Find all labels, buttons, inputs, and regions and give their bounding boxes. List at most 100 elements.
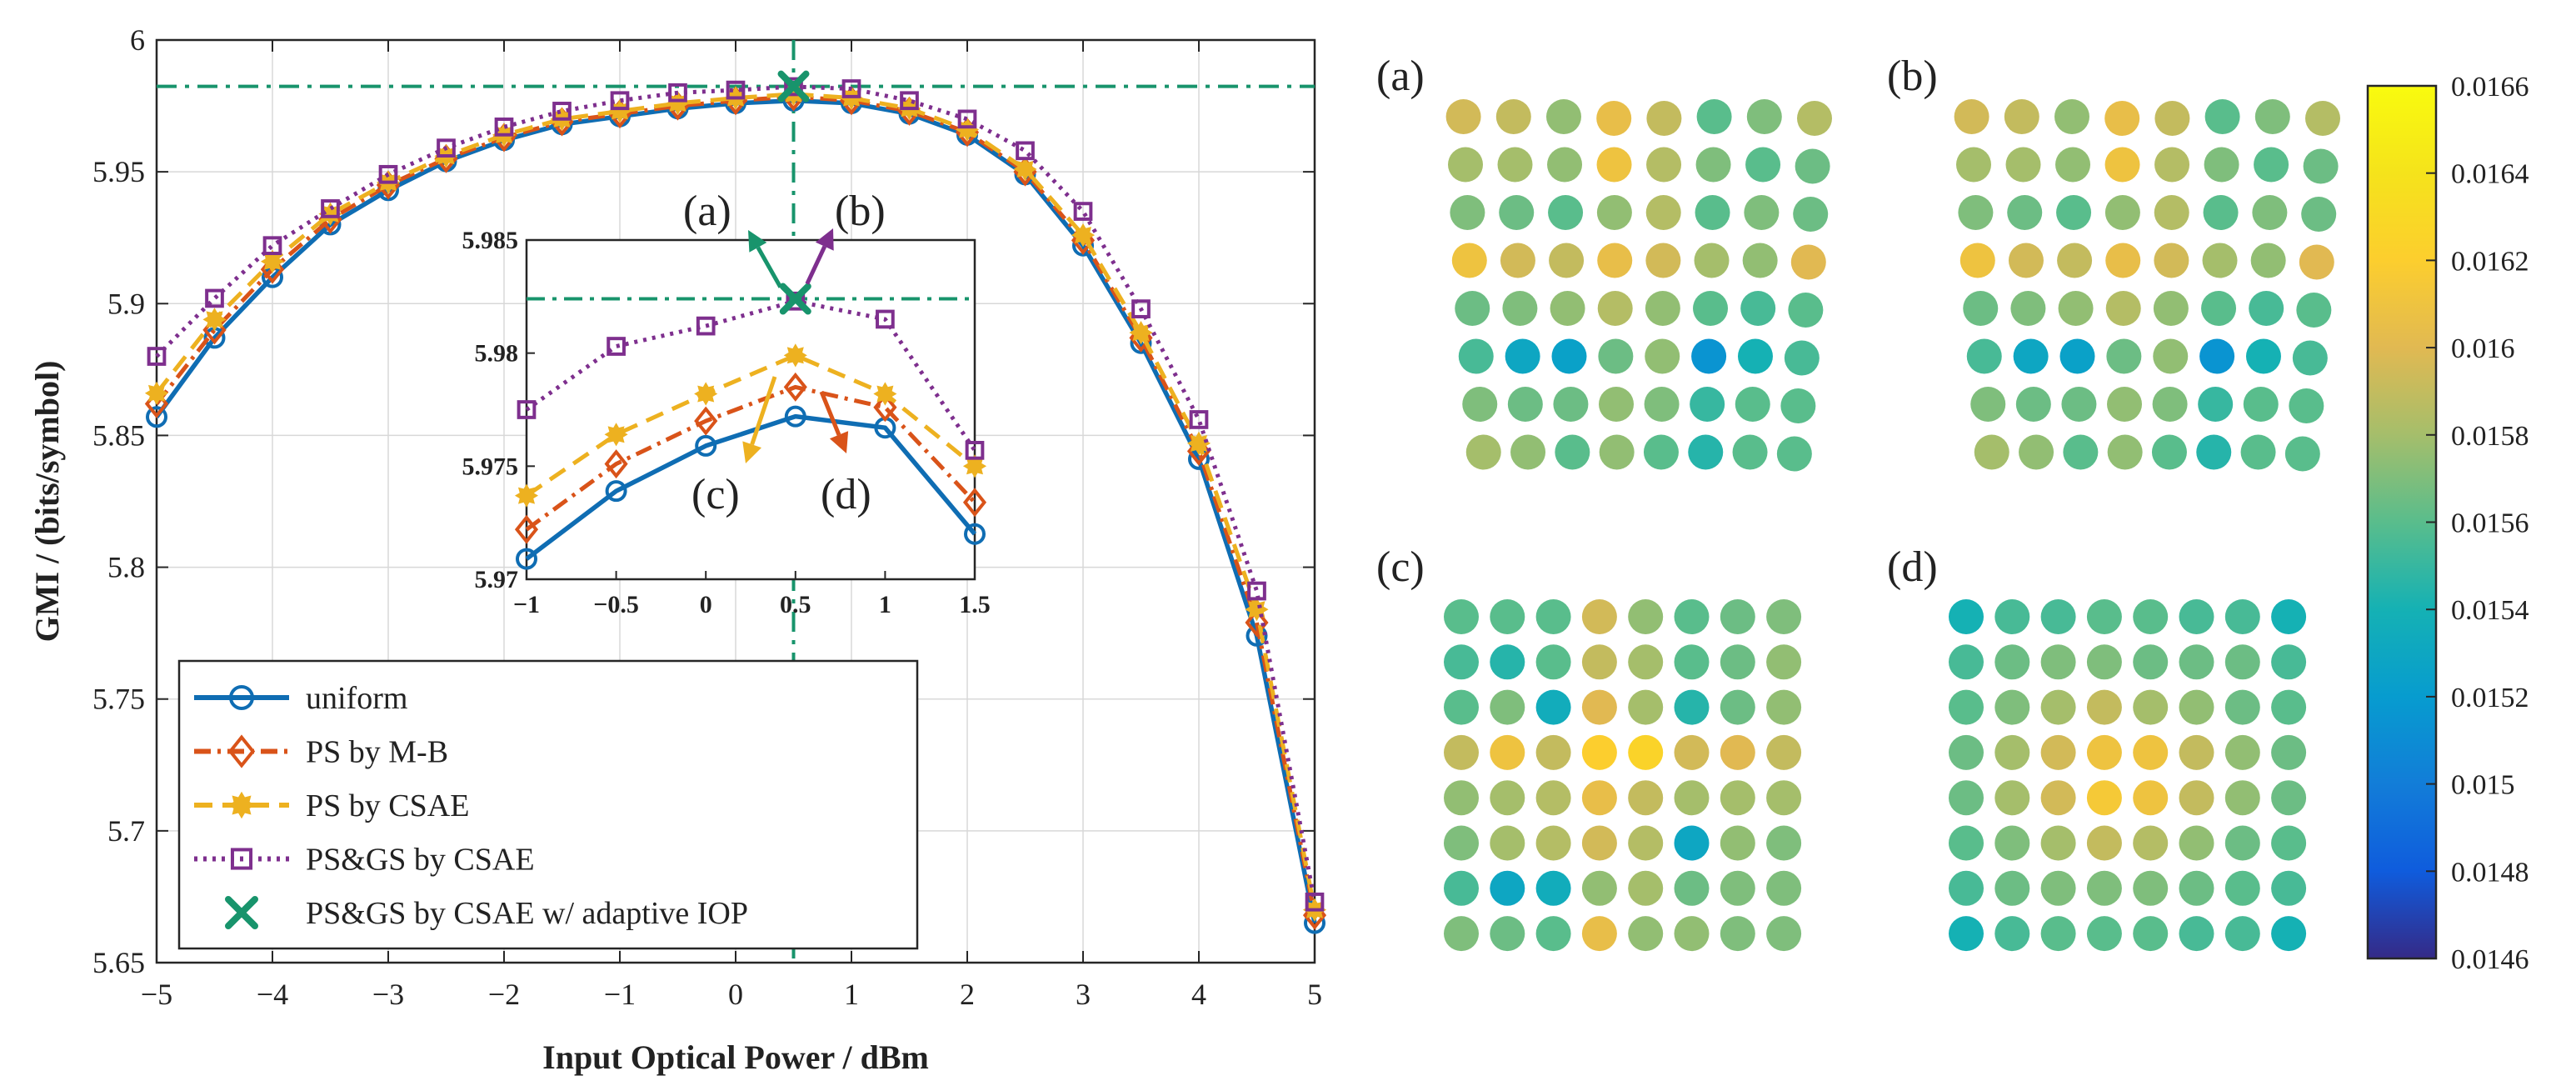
data-point: [900, 91, 919, 111]
data-point: [146, 406, 167, 428]
constellation-point: [1994, 689, 2030, 725]
constellation-point: [2040, 780, 2076, 816]
constellation-point: [1547, 147, 1583, 183]
inset-data-point: [965, 440, 985, 460]
data-point: [552, 102, 572, 121]
constellation-point: [1490, 689, 1525, 725]
data-point: [1073, 202, 1093, 221]
legend-swatch-marker: [229, 685, 254, 710]
constellation-point: [1553, 387, 1589, 422]
constellation-point: [1581, 689, 1617, 725]
constellation-point: [2058, 291, 2094, 326]
constellation-point: [1535, 870, 1571, 906]
constellation-point: [1450, 195, 1485, 230]
constellation-point: [1444, 599, 1479, 634]
y-tick-label: 6: [130, 23, 145, 57]
constellation-point: [2224, 916, 2260, 952]
constellation-point: [1490, 734, 1525, 770]
constellation-point: [2040, 689, 2076, 725]
inset-data-point: [605, 480, 627, 503]
constellation-point: [1596, 147, 1632, 183]
constellation-point: [2254, 147, 2289, 183]
constellation-point: [2154, 195, 2189, 230]
constellation-point: [1720, 916, 1755, 952]
constellation-point: [1628, 599, 1664, 634]
constellation-point: [1994, 734, 2030, 770]
constellation-point: [2154, 243, 2189, 278]
inset-series-0: [516, 405, 986, 570]
colorbar-tick-label: 0.0164: [2451, 159, 2529, 190]
constellation-point: [1780, 388, 1816, 423]
panel-d: (d): [1887, 543, 2307, 952]
inset-data-point: [695, 434, 717, 457]
constellation-point: [2204, 99, 2240, 134]
constellation-point: [1994, 916, 2030, 952]
constellation-point: [1766, 689, 1802, 725]
constellation-point: [2133, 825, 2169, 861]
y-tick-label: 5.8: [107, 551, 145, 584]
colorbar-tick-label: 0.0156: [2451, 508, 2529, 539]
legend-swatch-marker: [230, 848, 253, 870]
constellation-point: [2086, 916, 2122, 952]
constellation-point: [1949, 689, 1984, 725]
panel-label: (b): [1887, 53, 1938, 100]
constellation-point: [1546, 99, 1581, 134]
inset-annotation-b: (b): [835, 188, 886, 235]
constellation-point: [1597, 243, 1633, 278]
arrow-a: [748, 230, 782, 288]
constellation-point: [2179, 780, 2214, 816]
y-tick-label: 5.85: [92, 418, 145, 452]
legend-swatch-marker: [227, 791, 256, 819]
constellation-point: [2243, 387, 2279, 422]
arrow-d-head: [829, 431, 849, 453]
constellation-point: [1628, 644, 1664, 680]
constellation-point: [2040, 916, 2076, 952]
inset-data-point: [514, 483, 539, 508]
constellation-point: [2224, 734, 2260, 770]
constellation-point: [1645, 291, 1680, 326]
data-point: [1189, 410, 1209, 429]
legend-label: PS&GS by CSAE w/ adaptive IOP: [306, 896, 748, 931]
inset-series-2: [514, 343, 987, 508]
constellation-point: [1720, 825, 1755, 861]
constellation-point: [1766, 870, 1802, 906]
constellation-point: [2196, 434, 2232, 470]
constellation-point: [1766, 780, 1802, 816]
constellation-point: [1674, 780, 1710, 816]
constellation-point: [2010, 291, 2046, 326]
constellation-point: [1959, 243, 1995, 278]
data-point: [784, 77, 803, 97]
constellation-point: [1693, 291, 1729, 326]
constellation-point: [1690, 387, 1725, 422]
inset-y-tick-label: 5.98: [475, 340, 519, 368]
x-tick-label: 2: [960, 978, 975, 1011]
constellation-point: [2104, 101, 2140, 136]
constellation-point: [1688, 434, 1724, 470]
constellation-point: [1490, 599, 1525, 634]
constellation-point: [1994, 780, 2030, 816]
constellation-point: [1646, 147, 1682, 183]
constellation-point: [2179, 734, 2214, 770]
data-point: [726, 80, 746, 100]
constellation-point: [2059, 338, 2095, 374]
adaptive-iop-point: [777, 70, 810, 103]
constellation-point: [2104, 147, 2140, 183]
inset-data-point: [876, 309, 895, 329]
inset-data-point: [694, 382, 718, 406]
constellation-point: [2299, 244, 2334, 280]
constellation-point: [1732, 434, 1768, 470]
legend-entry: PS&GS by CSAE w/ adaptive IOP: [225, 896, 748, 931]
constellation-point: [1994, 599, 2030, 634]
data-point: [1013, 157, 1037, 182]
constellation-point: [1644, 387, 1680, 422]
constellation-point: [1444, 689, 1479, 725]
arrow-d: [819, 391, 849, 453]
constellation-point: [1490, 780, 1525, 816]
constellation-point: [2133, 599, 2169, 634]
data-point: [1071, 223, 1096, 248]
x-tick-label: −5: [141, 978, 172, 1011]
inset-series-line: [525, 298, 977, 452]
constellation-point: [2305, 101, 2340, 136]
data-point: [260, 249, 285, 273]
